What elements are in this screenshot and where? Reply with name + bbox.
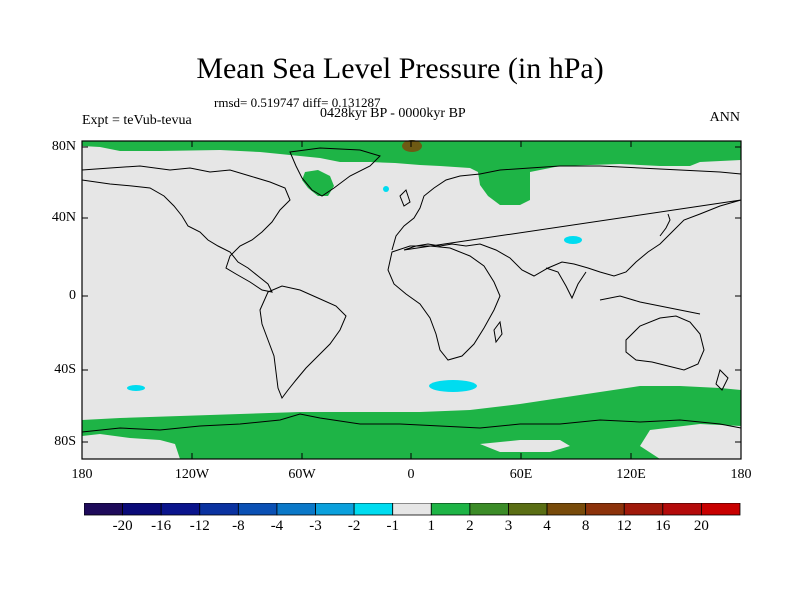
colorbar-label: -20 xyxy=(112,518,133,534)
coast-eurasia xyxy=(391,165,742,277)
antarctic-neutral-patch xyxy=(82,434,180,459)
season-label: ANN xyxy=(709,110,740,125)
colorbar-label: 4 xyxy=(543,518,551,534)
stats-text: rmsd= 0.519747 diff= 0.131287 xyxy=(214,95,381,110)
colorbar-label: 8 xyxy=(581,518,590,534)
arctic-positive-region xyxy=(82,141,741,205)
coast-madagascar xyxy=(493,320,503,344)
coast-south-america xyxy=(259,285,347,400)
x-tick-label: 180 xyxy=(730,467,752,482)
colorbar-swatch xyxy=(315,503,355,516)
y-tick-label: 0 xyxy=(69,288,76,303)
colorbar-label: -12 xyxy=(189,518,210,534)
southern-ocean-positive-region xyxy=(82,386,741,459)
colorbar xyxy=(84,503,741,516)
north-atlantic-positive-region xyxy=(302,170,334,196)
tibet-negative-patch xyxy=(564,236,582,244)
colorbar-swatch xyxy=(430,503,471,516)
colorbar-swatch xyxy=(469,503,509,516)
x-tick-label: 180 xyxy=(71,467,93,482)
colorbar-label: -16 xyxy=(151,518,172,534)
y-tick-label: 40S xyxy=(54,362,76,377)
colorbar-label: -8 xyxy=(232,518,245,534)
x-tick-label: 120E xyxy=(616,467,646,482)
x-tick-label: 60W xyxy=(288,467,316,482)
colorbar-swatch xyxy=(353,503,394,516)
colorbar-swatch xyxy=(662,503,702,516)
colorbar-label: 2 xyxy=(466,518,474,534)
colorbar-label: -1 xyxy=(386,518,399,534)
colorbar-swatch xyxy=(508,503,548,516)
south-pacific-negative-patch xyxy=(127,385,145,391)
coast-india xyxy=(545,267,587,300)
coastlines xyxy=(81,147,742,433)
coast-australia xyxy=(625,315,705,371)
colorbar-swatch xyxy=(84,503,123,516)
experiment-label: Expt = teVub-tevua xyxy=(82,113,192,128)
south-atlantic-negative-patch xyxy=(429,380,477,392)
coast-se-asia xyxy=(599,295,701,315)
y-tick-label: 40N xyxy=(51,210,76,225)
y-tick-label: 80N xyxy=(51,139,76,154)
colorbar-label: -2 xyxy=(347,518,361,534)
antarctic-neutral-patch xyxy=(480,440,570,452)
colorbar-swatch xyxy=(199,503,239,516)
x-tick-label: 0 xyxy=(407,467,415,482)
period-text: 0428kyr BP - 0000kyr BP xyxy=(320,106,466,121)
iceland-negative-patch xyxy=(383,186,389,192)
colorbar-swatch xyxy=(546,503,587,516)
arctic-positive-mid-patch xyxy=(402,140,422,152)
colorbar-swatch xyxy=(160,503,201,516)
x-tick-label: 60E xyxy=(509,467,533,482)
coast-japan xyxy=(659,213,671,237)
map-title: Mean Sea Level Pressure (in hPa) xyxy=(196,52,604,85)
colorbar-label: -4 xyxy=(270,518,284,534)
coast-greenland xyxy=(289,147,381,197)
antarctic-neutral-patch xyxy=(640,424,741,459)
coast-africa xyxy=(387,245,501,361)
colorbar-label: 16 xyxy=(655,518,671,534)
colorbar-swatch xyxy=(276,503,316,516)
colorbar-swatch xyxy=(237,503,278,516)
colorbar-label: -3 xyxy=(309,518,322,534)
axis-ticks xyxy=(82,141,741,459)
colorbar-label: 3 xyxy=(504,518,513,534)
coast-north-america xyxy=(81,165,291,293)
colorbar-swatch xyxy=(392,503,432,516)
colorbar-swatch xyxy=(701,503,741,516)
colorbar-swatch xyxy=(623,503,664,516)
colorbar-swatch xyxy=(585,503,625,516)
y-tick-label: 80S xyxy=(54,434,76,449)
colorbar-swatch xyxy=(122,503,162,516)
colorbar-label: 20 xyxy=(693,518,709,534)
x-tick-label: 120W xyxy=(174,467,210,482)
colorbar-label: 1 xyxy=(427,518,436,534)
colorbar-label: 12 xyxy=(616,518,632,534)
coast-uk xyxy=(399,189,411,207)
coast-new-zealand xyxy=(715,369,729,391)
coast-antarctica xyxy=(81,413,742,433)
